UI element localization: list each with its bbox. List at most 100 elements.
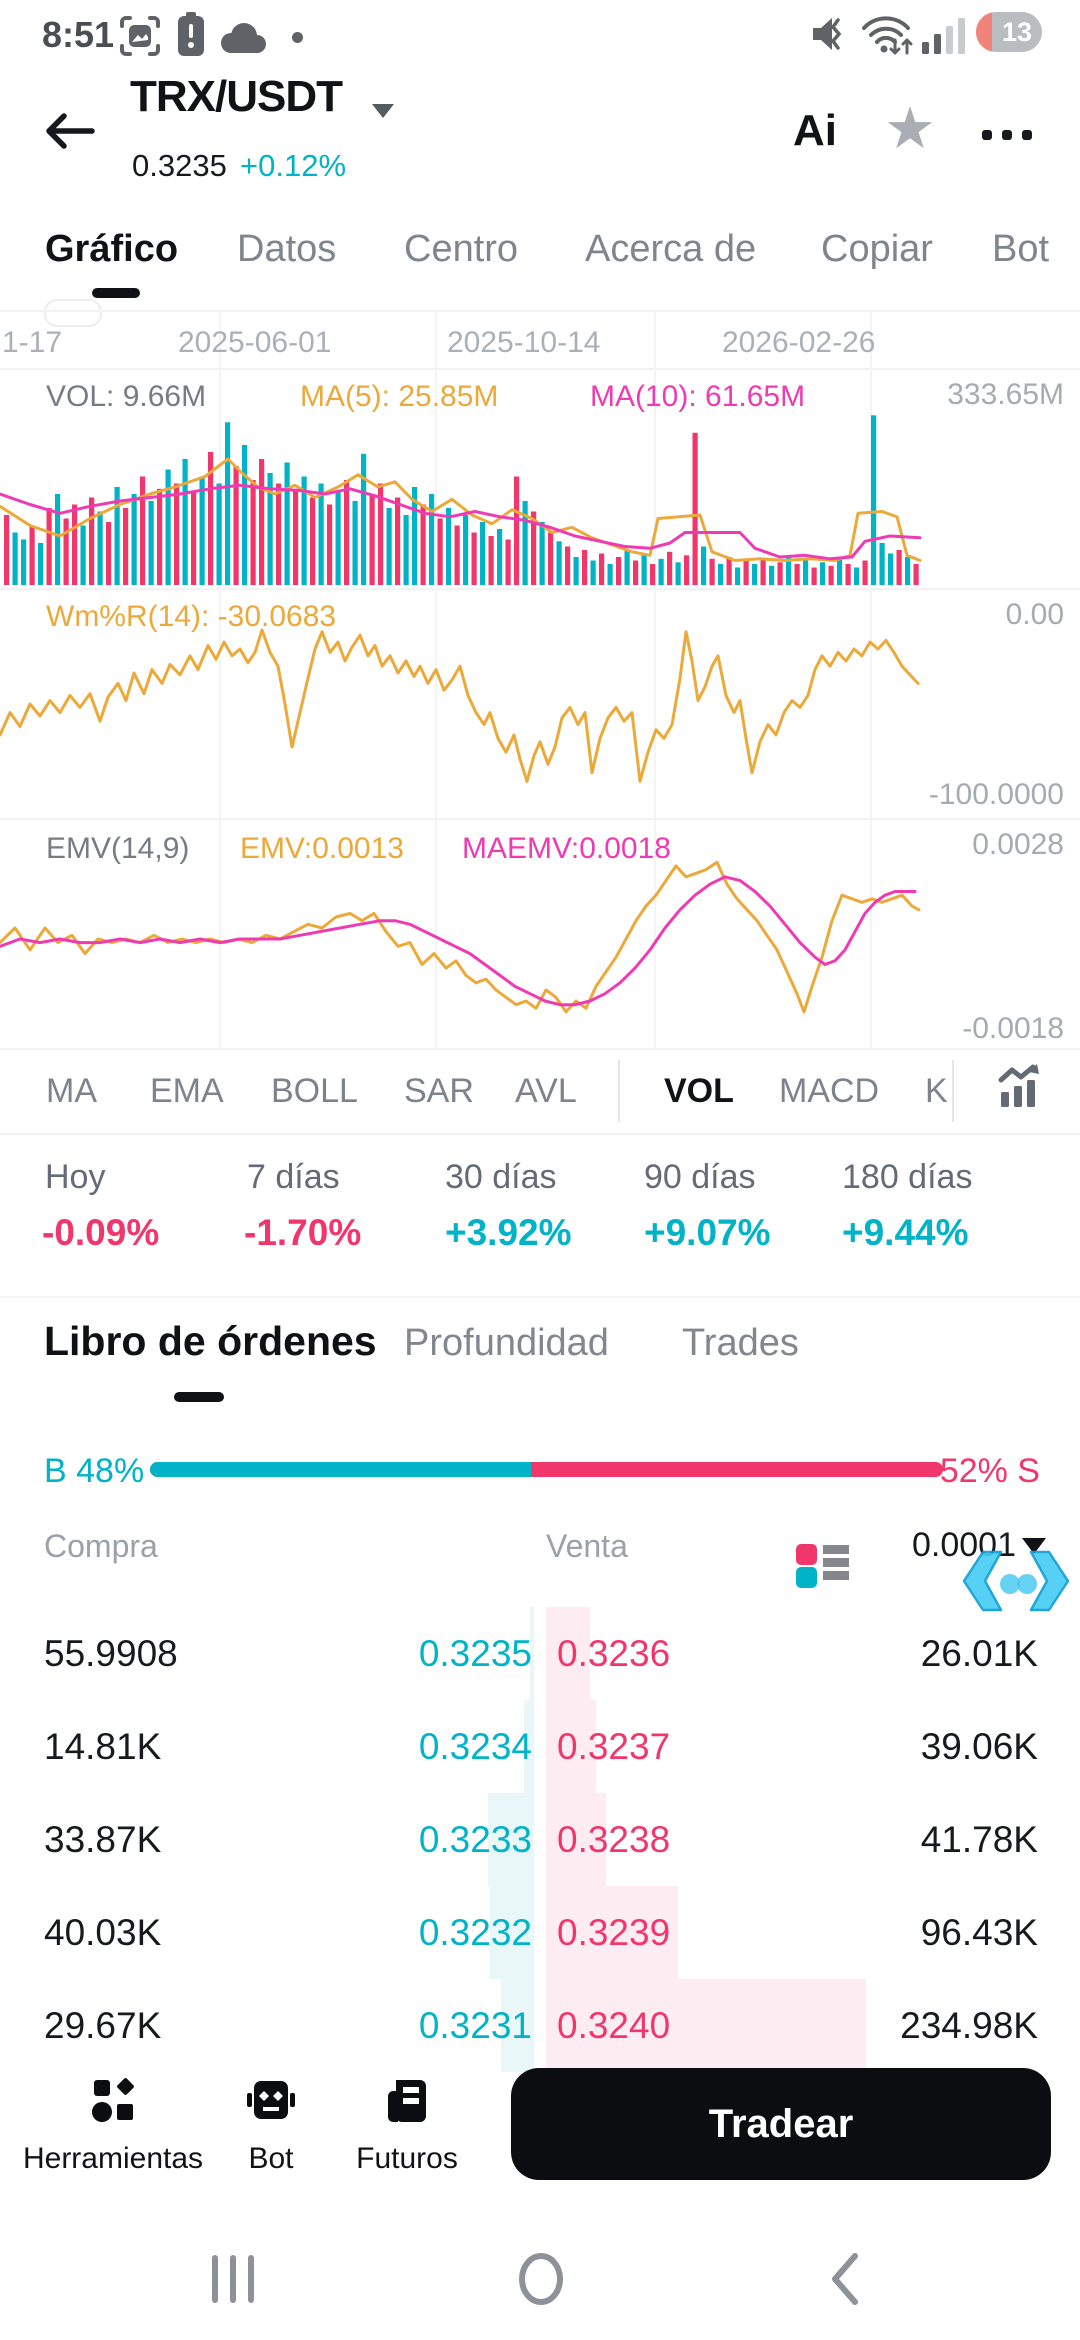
ma10-label: MA(10): 61.65M xyxy=(590,380,806,413)
sell-depth-bar xyxy=(546,1793,606,1886)
toolbar-item-bot[interactable]: Bot xyxy=(248,2142,294,2175)
emv-axis-min: -0.0018 xyxy=(962,1012,1064,1045)
column-header-compra: Compra xyxy=(44,1528,158,1564)
mute-vibrate-icon xyxy=(813,18,842,50)
tab-bot[interactable]: Bot xyxy=(992,228,1050,270)
timeframe-pill-partial xyxy=(44,299,102,327)
orderbook-layout-icon[interactable] xyxy=(796,1542,850,1589)
sell-price[interactable]: 0.3240 xyxy=(557,2005,671,2046)
buy-price[interactable]: 0.3231 xyxy=(418,2005,532,2046)
order-book-row[interactable]: 14.81K 0.3234 0.3237 39.06K xyxy=(0,1700,1080,1793)
battery-indicator: 13 xyxy=(976,12,1042,52)
indicator-avl[interactable]: AVL xyxy=(515,1072,577,1110)
emv-chart[interactable] xyxy=(0,818,1080,1048)
perf-value-7d: -1.70% xyxy=(244,1212,362,1253)
futures-icon[interactable] xyxy=(384,2078,430,2124)
tab-acerca-de[interactable]: Acerca de xyxy=(585,228,757,270)
tab-centro[interactable]: Centro xyxy=(404,228,519,270)
buy-amount: 14.81K xyxy=(44,1726,162,1767)
sell-amount: 41.78K xyxy=(920,1819,1038,1860)
indicator-vol[interactable]: VOL xyxy=(664,1072,734,1110)
floating-widget-icon[interactable] xyxy=(960,1550,1072,1612)
tab-copiar[interactable]: Copiar xyxy=(821,228,933,270)
order-book-row[interactable]: 29.67K 0.3231 0.3240 234.98K xyxy=(0,1979,1080,2072)
indicator-ma[interactable]: MA xyxy=(46,1072,97,1110)
perf-label-hoy: Hoy xyxy=(45,1158,106,1196)
tab-grafico[interactable]: Gráfico xyxy=(45,228,179,270)
volume-axis-max: 333.65M xyxy=(947,378,1064,411)
emv-axis-max: 0.0028 xyxy=(972,828,1064,861)
current-price: 0.3235 xyxy=(132,148,227,183)
chart-divider xyxy=(0,818,1080,820)
order-book-row[interactable]: 55.9908 0.3235 0.3236 26.01K xyxy=(0,1607,1080,1700)
emv-title: EMV(14,9) xyxy=(46,832,190,865)
indicator-ema[interactable]: EMA xyxy=(150,1072,224,1110)
volume-label: VOL: 9.66M xyxy=(46,380,207,413)
sell-amount: 26.01K xyxy=(920,1633,1038,1674)
buy-amount: 33.87K xyxy=(44,1819,162,1860)
toolbar-item-herramientas[interactable]: Herramientas xyxy=(22,2142,204,2175)
tab-libro-de-ordenes[interactable]: Libro de órdenes xyxy=(44,1318,377,1364)
indicator-divider xyxy=(618,1060,620,1122)
tab-trades[interactable]: Trades xyxy=(682,1322,799,1364)
cloud-icon xyxy=(221,23,266,53)
volume-chart[interactable] xyxy=(0,368,1080,588)
indicator-sar[interactable]: SAR xyxy=(404,1072,474,1110)
sell-depth-bar xyxy=(546,1886,678,1979)
column-header-venta: Venta xyxy=(546,1528,628,1564)
order-book-row[interactable]: 40.03K 0.3232 0.3239 96.43K xyxy=(0,1886,1080,1979)
active-orderbook-tab-underline xyxy=(174,1392,224,1402)
recents-icon[interactable] xyxy=(212,2255,218,2303)
order-book: 55.9908 0.3235 0.3236 26.01K 14.81K 0.32… xyxy=(0,1607,1080,2072)
williams-axis-min: -100.0000 xyxy=(928,778,1064,811)
sell-price[interactable]: 0.3236 xyxy=(557,1633,671,1674)
clock: 8:51 xyxy=(42,14,115,55)
perf-label-7d: 7 días xyxy=(247,1158,340,1196)
buy-price[interactable]: 0.3232 xyxy=(418,1912,532,1953)
battery-percent: 13 xyxy=(1001,17,1033,47)
buy-depth-bar xyxy=(488,1793,534,1886)
sell-depth-bar xyxy=(546,1979,866,2072)
tab-profundidad[interactable]: Profundidad xyxy=(404,1322,609,1364)
pair-title[interactable]: TRX/USDT xyxy=(130,72,343,121)
chart-divider xyxy=(0,1048,1080,1050)
chart-gridline xyxy=(654,312,656,1048)
buy-price[interactable]: 0.3233 xyxy=(418,1819,532,1860)
favorite-star-icon[interactable]: ★ xyxy=(884,96,936,161)
wifi-icon xyxy=(862,16,913,55)
battery-level-fill xyxy=(976,12,992,52)
buy-price[interactable]: 0.3235 xyxy=(418,1633,532,1674)
toolbar-item-futuros[interactable]: Futuros xyxy=(356,2142,458,2175)
order-book-row[interactable]: 33.87K 0.3233 0.3238 41.78K xyxy=(0,1793,1080,1886)
indicator-macd[interactable]: MACD xyxy=(779,1072,880,1110)
more-options-icon[interactable] xyxy=(982,130,1032,140)
tab-datos[interactable]: Datos xyxy=(237,228,337,270)
pair-dropdown-caret-icon[interactable] xyxy=(372,104,394,118)
buy-depth-bar xyxy=(524,1700,534,1793)
williams-r-chart[interactable] xyxy=(0,588,1080,818)
trade-button[interactable]: Tradear xyxy=(511,2068,1051,2180)
sell-amount: 234.98K xyxy=(900,2005,1038,2046)
perf-value-90d: +9.07% xyxy=(644,1212,771,1253)
sell-amount: 96.43K xyxy=(920,1912,1038,1953)
indicator-boll[interactable]: BOLL xyxy=(271,1072,358,1110)
chart-settings-icon[interactable] xyxy=(996,1064,1042,1110)
buy-sell-ratio-bar xyxy=(150,1462,943,1477)
home-icon[interactable] xyxy=(517,2252,565,2306)
buy-depth-bar xyxy=(530,1607,534,1700)
ai-button[interactable]: Ai xyxy=(793,106,837,155)
buy-price[interactable]: 0.3234 xyxy=(418,1726,532,1767)
sell-amount: 39.06K xyxy=(920,1726,1038,1767)
indicator-k[interactable]: K xyxy=(925,1072,948,1110)
tools-icon[interactable] xyxy=(91,2078,137,2124)
perf-label-90d: 90 días xyxy=(644,1158,756,1196)
tick-size-caret-icon[interactable] xyxy=(1022,1538,1046,1554)
sell-price[interactable]: 0.3237 xyxy=(557,1726,671,1767)
back-nav-icon[interactable] xyxy=(828,2252,862,2306)
back-arrow-icon[interactable] xyxy=(40,108,98,154)
sell-price[interactable]: 0.3238 xyxy=(557,1819,671,1860)
perf-value-180d: +9.44% xyxy=(842,1212,969,1253)
sell-price[interactable]: 0.3239 xyxy=(557,1912,671,1953)
buy-ratio-label: B 48% xyxy=(44,1452,145,1490)
bot-icon[interactable] xyxy=(247,2080,295,2122)
